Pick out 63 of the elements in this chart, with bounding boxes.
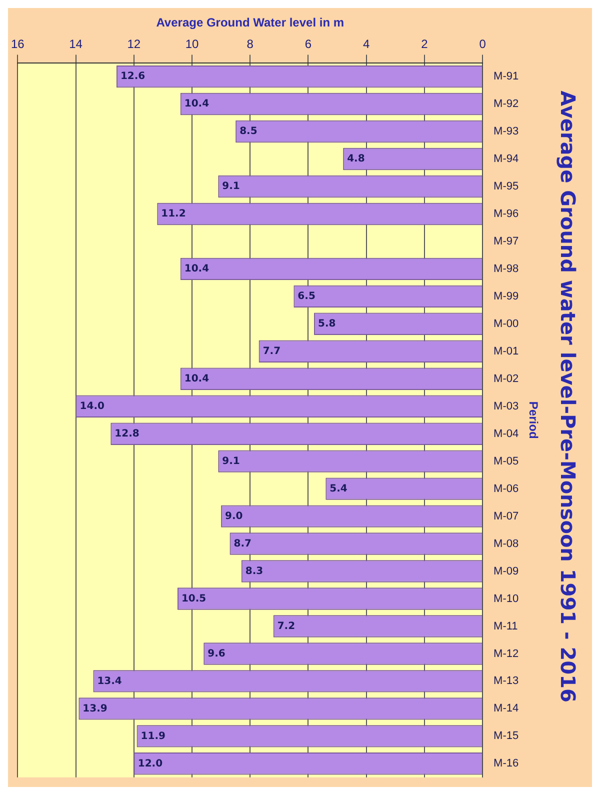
x-tick-label: 6 [304, 36, 312, 51]
y-tick-label: M-13 [494, 675, 519, 688]
data-label: 13.9 [82, 703, 108, 714]
data-label: 10.4 [184, 98, 210, 110]
data-label: 10.4 [184, 373, 210, 384]
y-tick-label: M-15 [494, 730, 519, 742]
y-tick-label: M-00 [494, 318, 519, 330]
data-label: 14.0 [80, 400, 104, 412]
y-tick-label: M-06 [494, 482, 519, 495]
data-label: 9.0 [225, 510, 243, 522]
y-tick-label: M-93 [494, 126, 519, 138]
y-tick-label: M-02 [494, 372, 519, 385]
y-tick-label: M-91 [494, 70, 519, 83]
y-tick-label: M-11 [494, 620, 518, 632]
x-tick-label: 16 [10, 36, 25, 51]
data-label: 9.6 [208, 648, 226, 660]
y-tick-label: M-08 [494, 538, 519, 550]
y-axis-title: Period [526, 401, 540, 439]
data-label: 5.8 [318, 318, 336, 330]
data-label: 11.2 [161, 208, 186, 220]
y-tick-label: M-12 [494, 648, 519, 660]
y-tick-label: M-92 [494, 98, 519, 110]
y-tick-label: M-09 [494, 565, 519, 578]
x-tick-label: 10 [185, 36, 199, 51]
y-tick-label: M-97 [494, 235, 519, 248]
data-label: 8.7 [234, 538, 252, 550]
x-tick-label: 8 [246, 36, 254, 51]
y-tick-label: M-07 [494, 510, 519, 522]
y-tick-label: M-05 [494, 455, 519, 468]
x-axis-title: Average Ground Water level in m [156, 16, 344, 30]
data-label: 12.8 [114, 428, 140, 440]
x-tick-label: 2 [421, 36, 428, 51]
x-tick-label: 0 [479, 36, 486, 51]
data-label: 13.4 [97, 676, 122, 687]
y-tick-label: M-16 [494, 758, 519, 770]
x-tick-label: 4 [362, 36, 370, 51]
data-label: 10.5 [181, 593, 206, 604]
data-label: 8.5 [240, 126, 258, 138]
data-label: 9.1 [222, 456, 240, 467]
data-label: 4.8 [347, 154, 365, 165]
y-tick-label: M-98 [494, 262, 519, 275]
y-tick-label: M-03 [494, 400, 519, 412]
x-tick-label: 12 [127, 36, 141, 51]
data-label: 6.5 [298, 291, 316, 302]
data-label: 5.4 [330, 483, 348, 494]
data-label: 11.9 [140, 730, 166, 742]
y-tick-label: M-94 [494, 153, 519, 166]
data-label: 12.0 [138, 758, 163, 770]
data-label: 8.3 [245, 566, 264, 577]
data-label: 7.7 [262, 346, 281, 357]
data-label: 9.1 [222, 181, 240, 192]
y-tick-label: M-95 [494, 180, 519, 193]
data-label: 7.2 [277, 620, 296, 632]
text: Average Ground water level-Pre-Monsoon 1991 - 2016 [556, 90, 580, 702]
y-tick-label: M-10 [494, 592, 519, 605]
y-tick-label: M-14 [494, 702, 519, 715]
y-tick-label: M-01 [494, 345, 519, 358]
x-tick-label: 14 [69, 36, 83, 51]
y-tick-label: M-99 [494, 290, 519, 302]
y-tick-label: M-96 [494, 208, 519, 220]
data-label: 12.6 [120, 71, 146, 82]
y-tick-label: M-04 [494, 428, 519, 440]
data-label: 10.4 [184, 264, 210, 275]
